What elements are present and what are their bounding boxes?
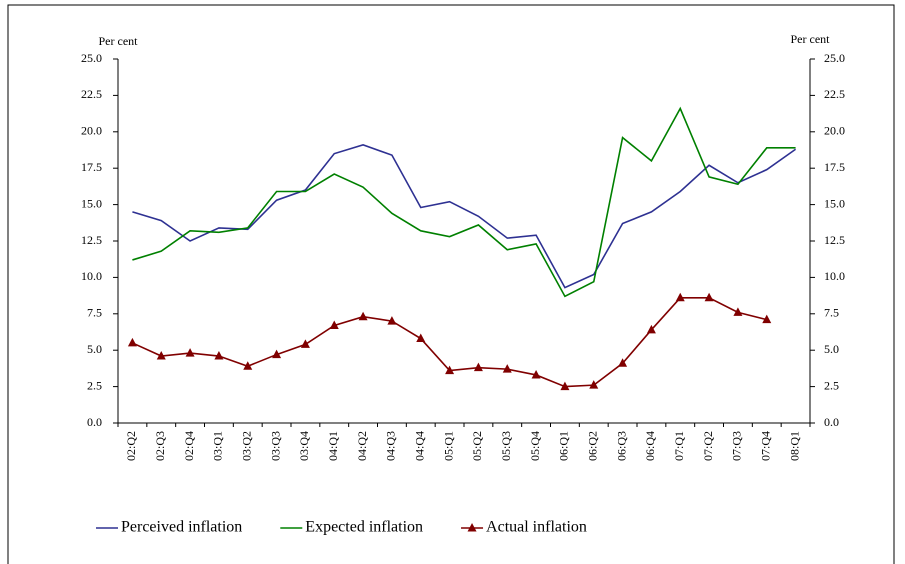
x-tick-label: 04:Q4	[413, 431, 427, 461]
y2-axis-label: Per cent	[791, 32, 831, 46]
x-tick-label: 06:Q1	[557, 431, 571, 461]
legend-label: Expected inflation	[305, 519, 423, 536]
marker	[531, 369, 541, 379]
marker	[618, 358, 628, 367]
line	[132, 106, 796, 298]
marker	[214, 351, 224, 360]
x-tick-label: 02:Q4	[182, 431, 196, 461]
y-tick-label: 7.5	[87, 306, 102, 320]
y2-tick-label: 0.0	[824, 415, 839, 429]
x-tick-label: 02:Q3	[153, 431, 167, 461]
x-tick-label: 04:Q1	[326, 431, 340, 461]
y-tick-label: 17.5	[81, 160, 102, 174]
marker	[243, 361, 253, 370]
x-tick-label: 05:Q1	[441, 431, 455, 461]
marker	[762, 314, 772, 324]
y-tick-label: 22.5	[81, 87, 102, 101]
marker	[416, 333, 426, 343]
y-tick-label: 5.0	[87, 342, 102, 356]
marker	[358, 311, 368, 321]
y2-tick-label: 7.5	[824, 306, 839, 320]
marker	[589, 380, 599, 389]
x-tick-label: 03:Q2	[240, 431, 254, 461]
marker	[560, 381, 570, 391]
x-tick-label: 02:Q2	[124, 431, 138, 461]
marker	[473, 362, 483, 372]
y2-tick-label: 12.5	[824, 233, 845, 247]
marker	[185, 348, 195, 357]
marker	[502, 364, 512, 373]
x-tick-label: 03:Q1	[211, 431, 225, 461]
marker	[156, 351, 166, 360]
y2-tick-label: 2.5	[824, 378, 839, 392]
marker	[646, 324, 656, 334]
x-tick-label: 04:Q2	[355, 431, 369, 461]
y2-tick-label: 15.0	[824, 196, 845, 210]
marker	[300, 339, 310, 348]
y-axis-label: Per cent	[99, 34, 139, 48]
x-tick-label: 03:Q4	[297, 431, 311, 461]
y-tick-label: 25.0	[81, 51, 102, 65]
y-tick-label: 20.0	[81, 124, 102, 138]
y2-tick-label: 10.0	[824, 269, 845, 283]
y-tick-label: 12.5	[81, 233, 102, 247]
marker	[445, 365, 455, 375]
frame	[7, 4, 895, 564]
x-tick-label: 05:Q4	[528, 431, 542, 461]
x-tick-label: 04:Q3	[384, 431, 398, 461]
marker	[733, 307, 743, 316]
marker	[272, 349, 282, 359]
x-tick-label: 06:Q3	[614, 431, 628, 461]
marker	[675, 292, 685, 302]
legend-label: Perceived inflation	[121, 519, 242, 536]
x-tick-label: 05:Q3	[499, 431, 513, 461]
x-tick-label: 03:Q3	[268, 431, 282, 461]
line	[132, 144, 797, 289]
y2-tick-label: 17.5	[824, 160, 845, 174]
y-tick-label: 2.5	[87, 378, 102, 392]
marker	[387, 316, 397, 325]
x-tick-label: 07:Q4	[759, 431, 773, 461]
marker	[329, 320, 339, 329]
marker	[127, 337, 137, 347]
x-tick-label: 06:Q4	[643, 431, 657, 461]
y2-tick-label: 5.0	[824, 342, 839, 356]
y2-tick-label: 22.5	[824, 87, 845, 101]
x-tick-label: 08:Q1	[787, 431, 801, 461]
x-tick-label: 07:Q1	[672, 431, 686, 461]
y-tick-label: 0.0	[87, 415, 102, 429]
x-tick-label: 05:Q2	[470, 431, 484, 461]
legend-marker	[467, 523, 477, 532]
y2-tick-label: 25.0	[824, 51, 845, 65]
x-tick-label: 06:Q2	[586, 431, 600, 461]
legend-label: Actual inflation	[486, 519, 587, 536]
x-tick-label: 07:Q2	[701, 431, 715, 461]
x-tick-label: 07:Q3	[730, 431, 744, 461]
y-tick-label: 15.0	[81, 196, 102, 210]
y-tick-label: 10.0	[81, 269, 102, 283]
y2-tick-label: 20.0	[824, 124, 845, 138]
marker	[704, 292, 714, 302]
